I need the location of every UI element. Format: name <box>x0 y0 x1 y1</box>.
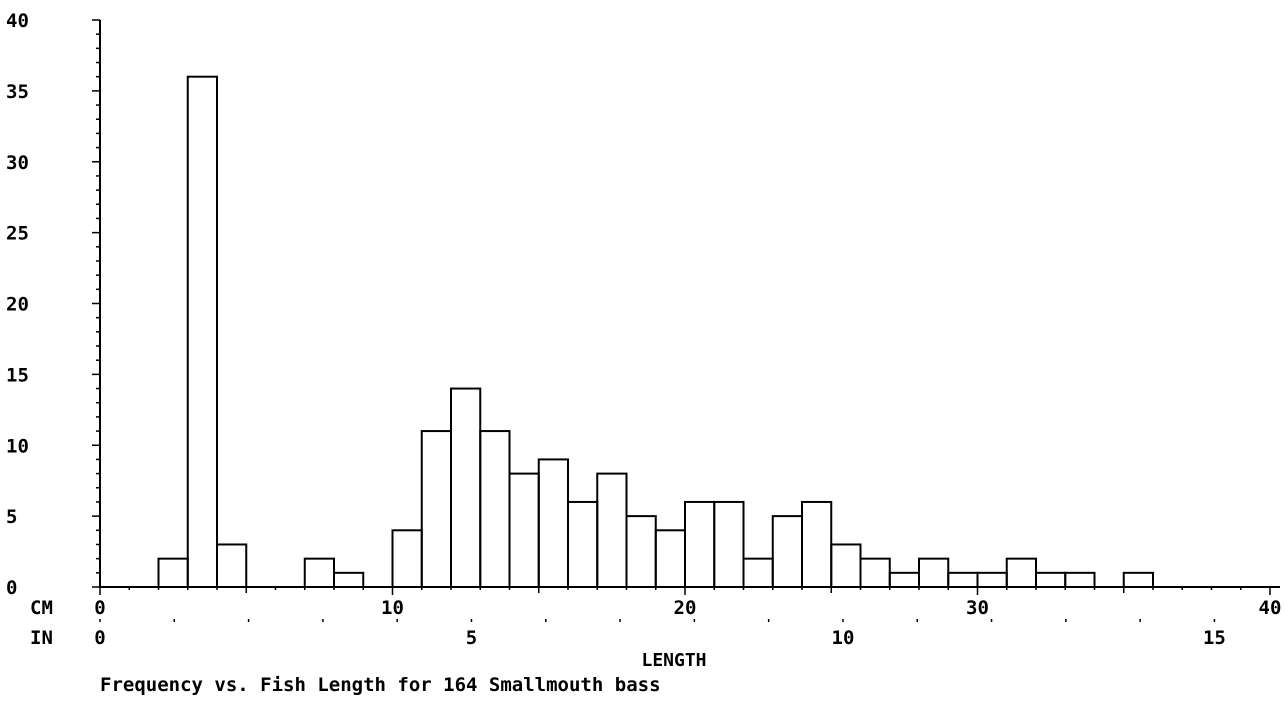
y-tick-label: 20 <box>6 294 29 316</box>
x-tick-label-in: 0 <box>94 627 105 649</box>
histogram-bar <box>771 515 803 588</box>
y-tick-label: 30 <box>6 152 29 174</box>
histogram-bar <box>508 472 540 589</box>
axis-ticks <box>92 19 1271 622</box>
histogram-bar <box>684 500 716 589</box>
histogram-bar <box>303 557 335 589</box>
y-tick-label: 15 <box>6 364 29 386</box>
histogram-bar <box>947 571 979 589</box>
histogram-bar <box>596 472 628 589</box>
histogram-bar <box>654 529 686 588</box>
y-tick-label: 5 <box>6 506 17 528</box>
histogram-bars <box>157 75 1154 589</box>
y-tick-label: 35 <box>6 81 29 103</box>
histogram-bar <box>216 543 248 588</box>
histogram-bar <box>186 75 218 588</box>
y-tick-label: 40 <box>6 10 29 32</box>
histogram-bar <box>1035 571 1067 589</box>
x-axis-label: LENGTH <box>641 650 706 671</box>
histogram-bar <box>450 387 482 588</box>
x-tick-label-cm: 30 <box>966 597 989 619</box>
x-tick-label-cm: 0 <box>94 597 105 619</box>
y-tick-label: 25 <box>6 223 29 245</box>
histogram-bar <box>859 557 891 589</box>
histogram-bar <box>713 500 745 589</box>
x-tick-label-cm: 20 <box>674 597 697 619</box>
histogram-bar <box>918 557 950 589</box>
x-axis-in-prefix: IN <box>30 627 53 649</box>
x-tick-label-cm: 10 <box>381 597 404 619</box>
histogram-bar <box>391 529 423 588</box>
x-tick-label-in: 10 <box>832 627 855 649</box>
histogram-bar <box>1064 571 1096 589</box>
histogram-bar <box>157 557 189 589</box>
x-axis-cm-prefix: CM <box>30 597 53 619</box>
histogram-bar <box>537 458 569 588</box>
histogram-bar <box>479 430 511 589</box>
histogram-bar <box>742 557 774 589</box>
histogram-bar <box>625 515 657 588</box>
histogram-bar <box>801 500 833 589</box>
histogram-bar <box>1122 571 1154 589</box>
histogram-bar <box>567 500 599 589</box>
y-tick-label: 10 <box>6 435 29 457</box>
histogram-bar <box>1005 557 1037 589</box>
x-tick-label-in: 5 <box>466 627 477 649</box>
histogram-bar <box>976 571 1008 589</box>
histogram-bar <box>830 543 862 588</box>
x-tick-label-cm: 40 <box>1259 597 1282 619</box>
histogram-bar <box>888 571 920 589</box>
histogram-bar <box>333 571 365 589</box>
histogram-bar <box>420 430 452 589</box>
x-tick-label-in: 15 <box>1203 627 1226 649</box>
y-tick-label: 0 <box>6 577 17 599</box>
tick-labels: 0 5 10 15 20 25 30 35 40 0 10 20 30 40 0 5 10 15 <box>6 10 1281 649</box>
chart-title: Frequency vs. Fish Length for 164 Smallm… <box>100 674 661 696</box>
